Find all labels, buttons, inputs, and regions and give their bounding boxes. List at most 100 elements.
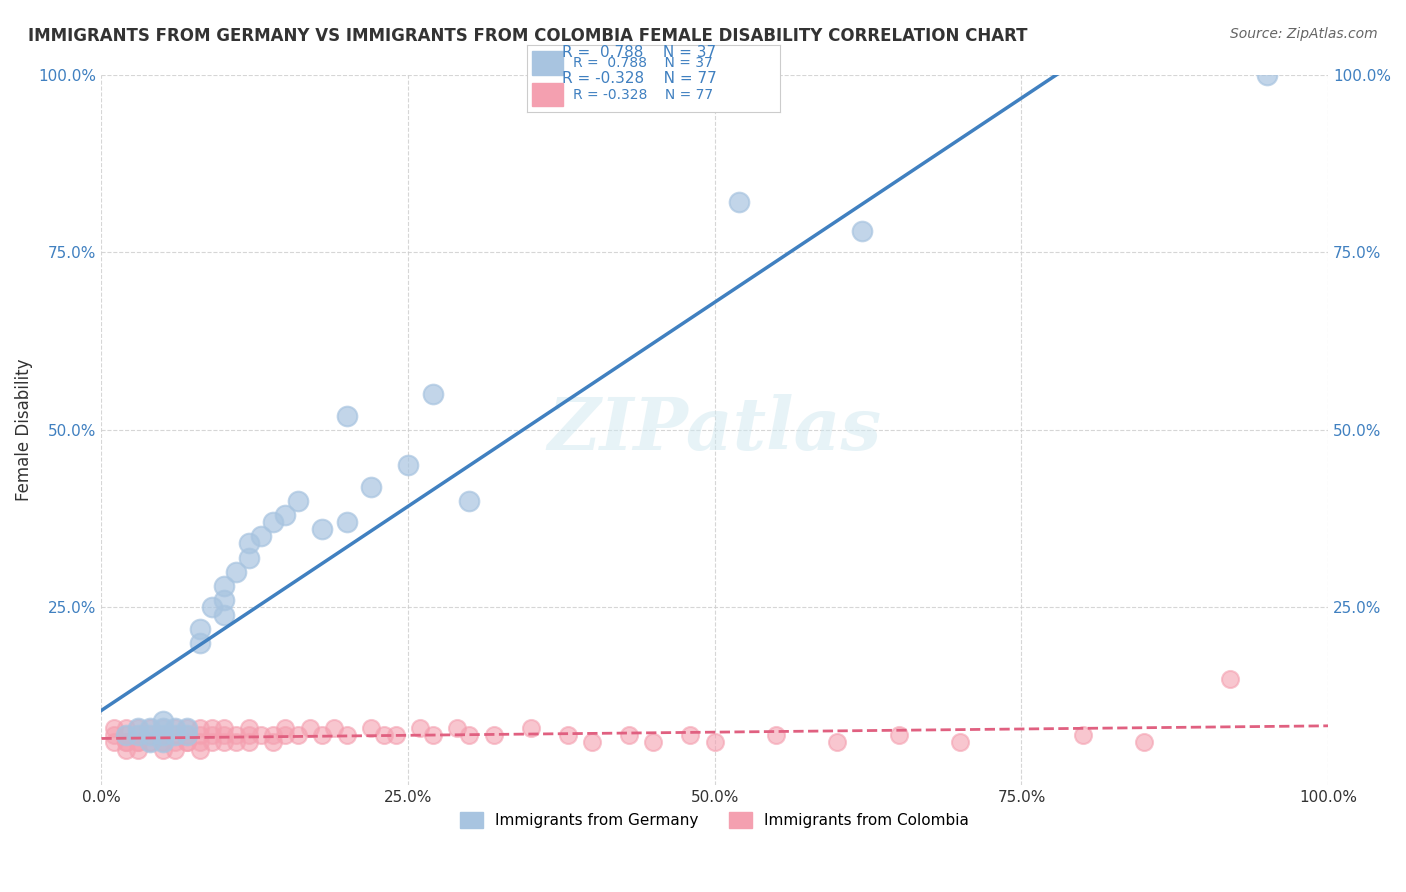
Point <box>250 728 273 742</box>
Point <box>152 742 174 756</box>
Point <box>139 721 162 735</box>
Point <box>201 728 224 742</box>
Point <box>581 735 603 749</box>
Point <box>311 522 333 536</box>
Point <box>188 636 211 650</box>
Point <box>225 735 247 749</box>
Point <box>703 735 725 749</box>
Point <box>188 742 211 756</box>
Point <box>360 480 382 494</box>
Point <box>262 735 284 749</box>
Point <box>176 728 198 742</box>
Text: R = -0.328    N = 77: R = -0.328 N = 77 <box>562 71 717 87</box>
Text: R = -0.328    N = 77: R = -0.328 N = 77 <box>572 87 713 102</box>
Point <box>728 195 751 210</box>
Point <box>176 721 198 735</box>
Point <box>163 721 186 735</box>
Point <box>152 735 174 749</box>
Point <box>152 721 174 735</box>
Point <box>287 728 309 742</box>
Bar <box>533 52 562 75</box>
Point <box>115 728 138 742</box>
Point <box>557 728 579 742</box>
Point <box>1071 728 1094 742</box>
Point <box>617 728 640 742</box>
Point <box>225 728 247 742</box>
Point <box>115 728 138 742</box>
Point <box>201 735 224 749</box>
Point <box>520 721 543 735</box>
Point <box>225 565 247 579</box>
Point <box>127 735 149 749</box>
Point <box>139 728 162 742</box>
Point <box>262 515 284 529</box>
Point <box>188 735 211 749</box>
Point <box>1256 68 1278 82</box>
Point <box>336 409 359 423</box>
Point <box>212 721 235 735</box>
Point <box>238 536 260 550</box>
Point <box>458 728 481 742</box>
Point <box>152 728 174 742</box>
Point <box>385 728 408 742</box>
Legend: Immigrants from Germany, Immigrants from Colombia: Immigrants from Germany, Immigrants from… <box>454 806 976 834</box>
Point <box>163 735 186 749</box>
Point <box>212 593 235 607</box>
Point <box>176 735 198 749</box>
Point <box>323 721 346 735</box>
Point <box>274 508 297 522</box>
Point <box>336 515 359 529</box>
Point <box>152 714 174 728</box>
Point <box>238 735 260 749</box>
Bar <box>533 83 562 106</box>
Point <box>127 742 149 756</box>
Point <box>127 728 149 742</box>
Point <box>163 721 186 735</box>
Point <box>152 735 174 749</box>
Point <box>163 728 186 742</box>
Point <box>262 728 284 742</box>
Point <box>1219 672 1241 686</box>
Point <box>163 728 186 742</box>
Point <box>482 728 505 742</box>
Text: R =  0.788    N = 37: R = 0.788 N = 37 <box>562 45 717 60</box>
Point <box>127 728 149 742</box>
Point <box>212 607 235 622</box>
Point <box>139 721 162 735</box>
Point <box>115 742 138 756</box>
Point <box>139 728 162 742</box>
Point <box>176 721 198 735</box>
Point <box>201 600 224 615</box>
Point <box>458 494 481 508</box>
Point <box>446 721 468 735</box>
Point <box>360 721 382 735</box>
Point <box>238 721 260 735</box>
Point <box>139 735 162 749</box>
Point <box>765 728 787 742</box>
Point <box>115 721 138 735</box>
Point <box>250 529 273 543</box>
Point <box>212 728 235 742</box>
Point <box>396 458 419 473</box>
Point <box>679 728 702 742</box>
Point <box>851 224 873 238</box>
Point <box>949 735 972 749</box>
Point <box>127 735 149 749</box>
Point <box>287 494 309 508</box>
Point <box>127 721 149 735</box>
Point <box>139 735 162 749</box>
Text: Source: ZipAtlas.com: Source: ZipAtlas.com <box>1230 27 1378 41</box>
Point <box>373 728 395 742</box>
Point <box>176 728 198 742</box>
Y-axis label: Female Disability: Female Disability <box>15 359 32 501</box>
Point <box>115 735 138 749</box>
Point <box>422 387 444 401</box>
Point <box>201 721 224 735</box>
Point <box>274 728 297 742</box>
Point <box>274 721 297 735</box>
Point <box>298 721 321 735</box>
Point <box>115 735 138 749</box>
Point <box>188 721 211 735</box>
Point <box>409 721 432 735</box>
Point <box>139 735 162 749</box>
